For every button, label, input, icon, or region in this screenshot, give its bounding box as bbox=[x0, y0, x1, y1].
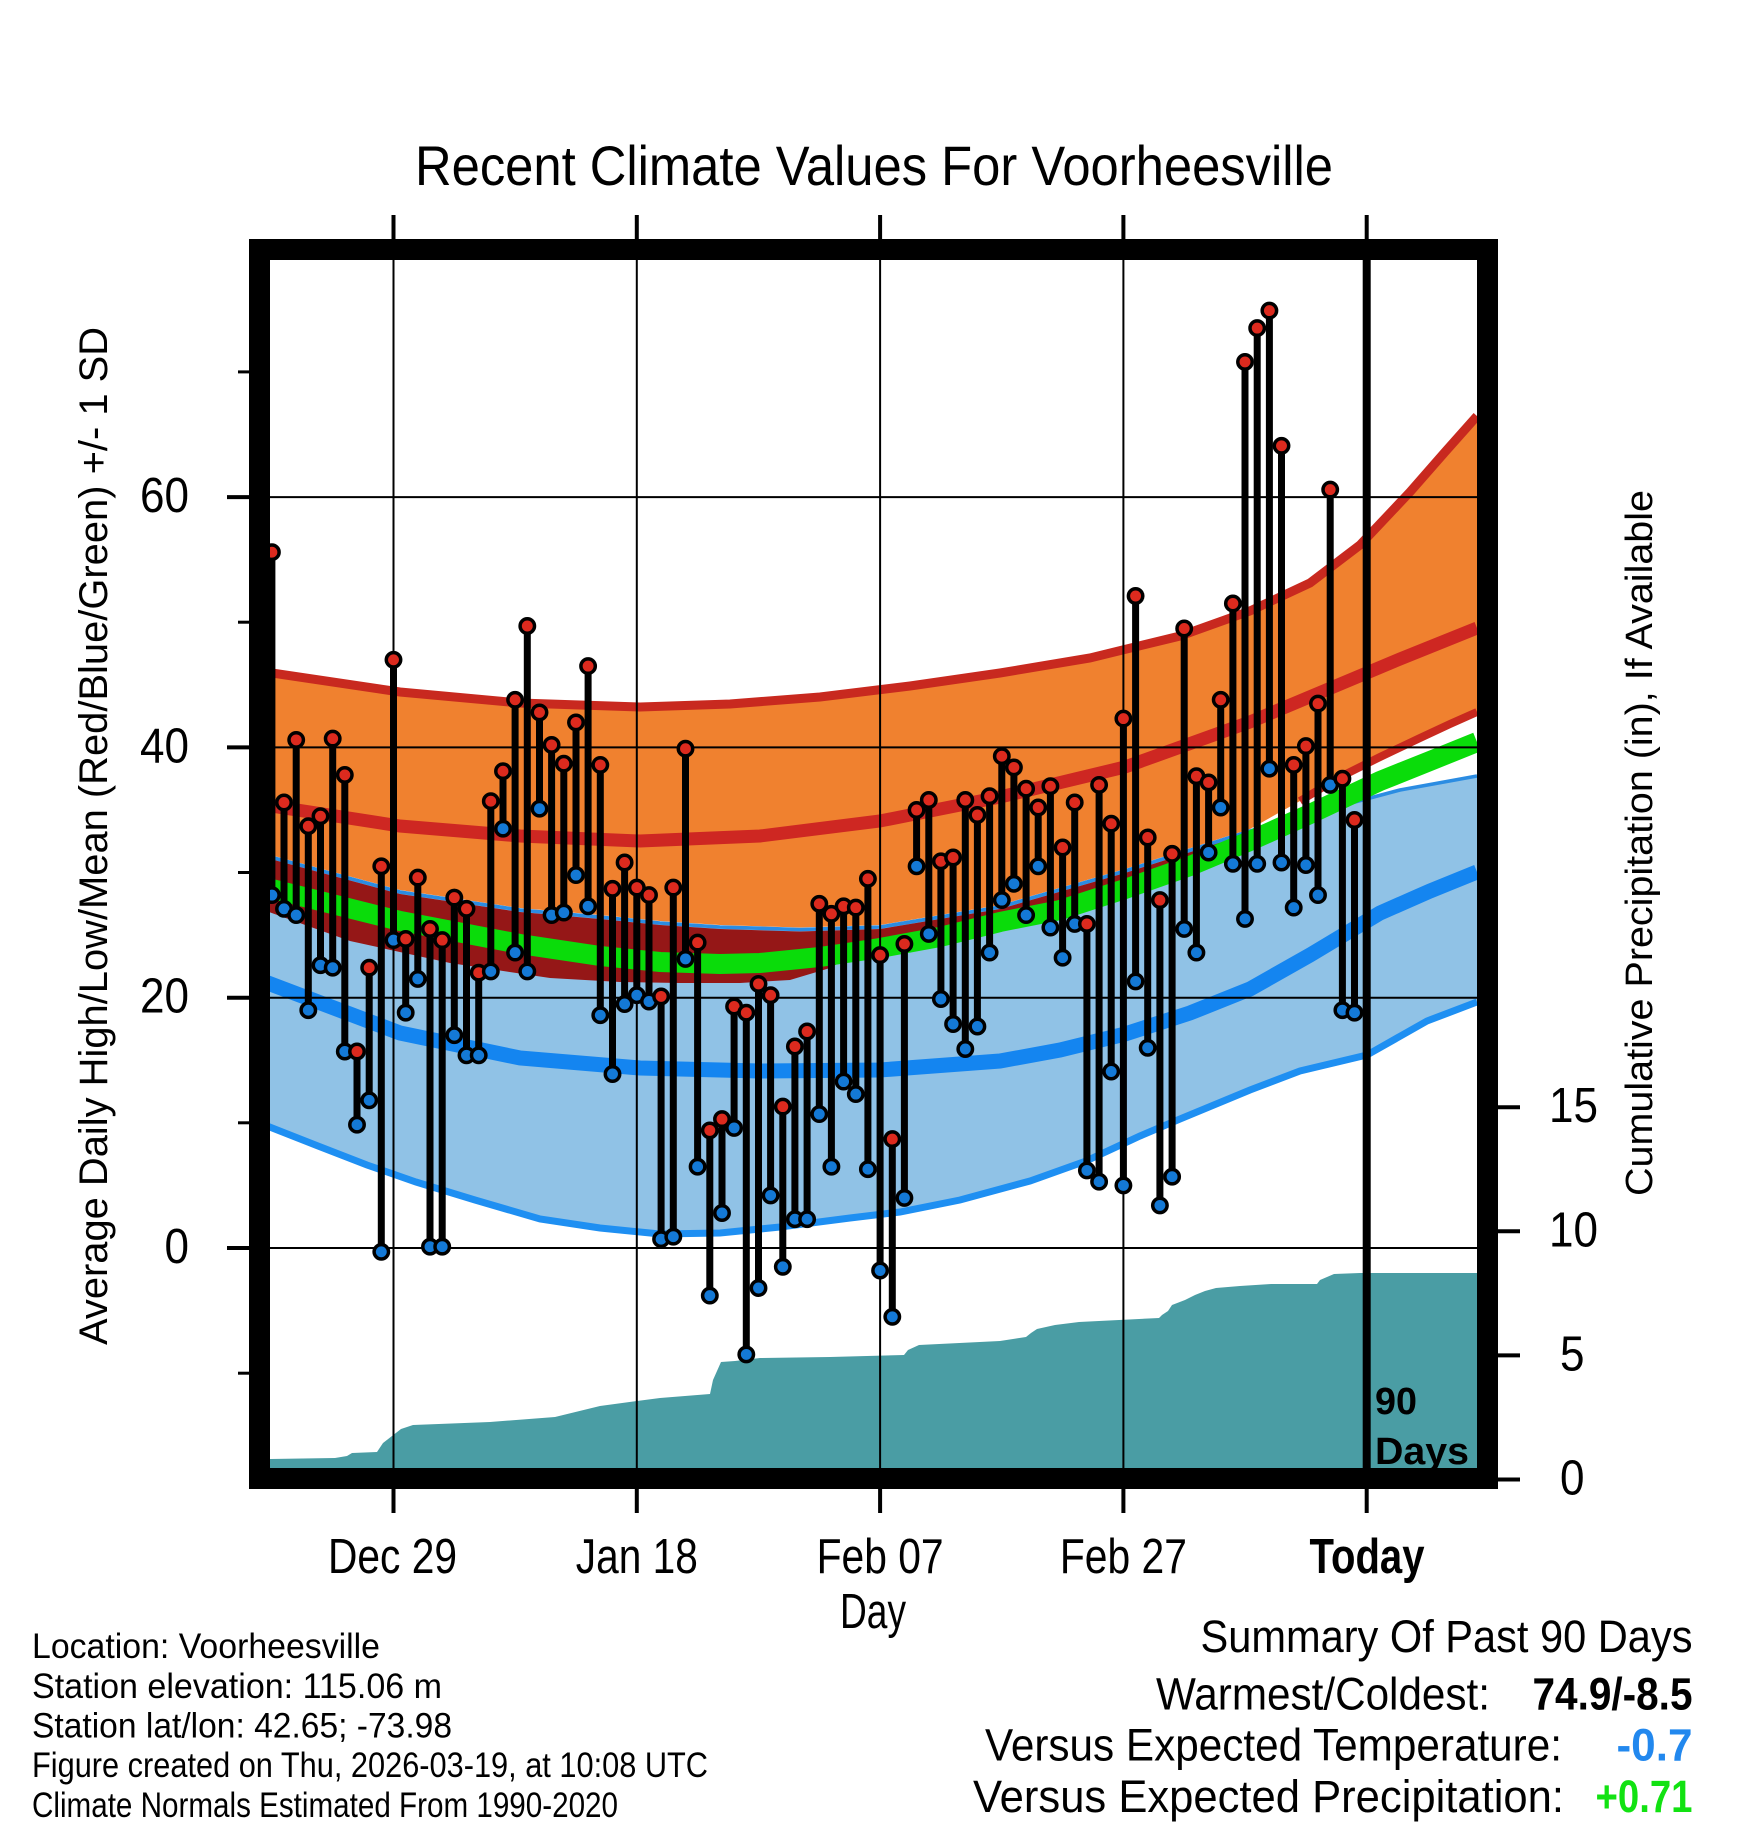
svg-text:Days: Days bbox=[1375, 1431, 1469, 1473]
svg-text:20: 20 bbox=[140, 970, 189, 1024]
svg-text:Recent Climate Values For Voor: Recent Climate Values For Voorheesville bbox=[415, 134, 1333, 197]
svg-text:Summary Of Past 90 Days: Summary Of Past 90 Days bbox=[1201, 1611, 1693, 1662]
svg-text:Today: Today bbox=[1310, 1530, 1425, 1584]
svg-text:Location: Voorheesville: Location: Voorheesville bbox=[32, 1626, 380, 1666]
svg-text:90: 90 bbox=[1375, 1381, 1417, 1423]
svg-text:0: 0 bbox=[165, 1220, 190, 1274]
svg-text:Climate Normals Estimated From: Climate Normals Estimated From 1990-2020 bbox=[32, 1785, 618, 1825]
svg-text:Feb 07: Feb 07 bbox=[817, 1530, 944, 1584]
svg-text:60: 60 bbox=[140, 469, 189, 523]
svg-text:Figure created on Thu, 2026-03: Figure created on Thu, 2026-03-19, at 10… bbox=[32, 1745, 708, 1785]
svg-text:Versus Expected Temperature:: Versus Expected Temperature: bbox=[985, 1720, 1562, 1771]
svg-text:-0.7: -0.7 bbox=[1617, 1720, 1693, 1771]
svg-text:Cumulative Precipitation (in),: Cumulative Precipitation (in), If Availa… bbox=[1619, 490, 1661, 1196]
svg-text:10: 10 bbox=[1549, 1203, 1598, 1257]
svg-text:Feb 27: Feb 27 bbox=[1060, 1530, 1187, 1584]
svg-text:40: 40 bbox=[140, 719, 189, 773]
svg-text:5: 5 bbox=[1560, 1327, 1585, 1381]
svg-text:Warmest/Coldest:: Warmest/Coldest: bbox=[1156, 1669, 1490, 1720]
svg-text:+0.71: +0.71 bbox=[1596, 1771, 1693, 1822]
svg-text:Versus Expected Precipitation:: Versus Expected Precipitation: bbox=[973, 1771, 1564, 1822]
svg-text:Dec 29: Dec 29 bbox=[328, 1530, 457, 1584]
svg-text:Station elevation: 115.06 m: Station elevation: 115.06 m bbox=[32, 1666, 442, 1706]
svg-text:74.9/-8.5: 74.9/-8.5 bbox=[1533, 1669, 1693, 1720]
svg-text:0: 0 bbox=[1560, 1452, 1585, 1506]
svg-text:Day: Day bbox=[840, 1585, 906, 1639]
svg-text:15: 15 bbox=[1549, 1079, 1598, 1133]
svg-text:Average Daily High/Low/Mean (R: Average Daily High/Low/Mean (Red/Blue/Gr… bbox=[72, 327, 116, 1345]
svg-text:Jan 18: Jan 18 bbox=[576, 1530, 698, 1584]
svg-text:Station lat/lon: 42.65; -73.98: Station lat/lon: 42.65; -73.98 bbox=[32, 1706, 452, 1746]
